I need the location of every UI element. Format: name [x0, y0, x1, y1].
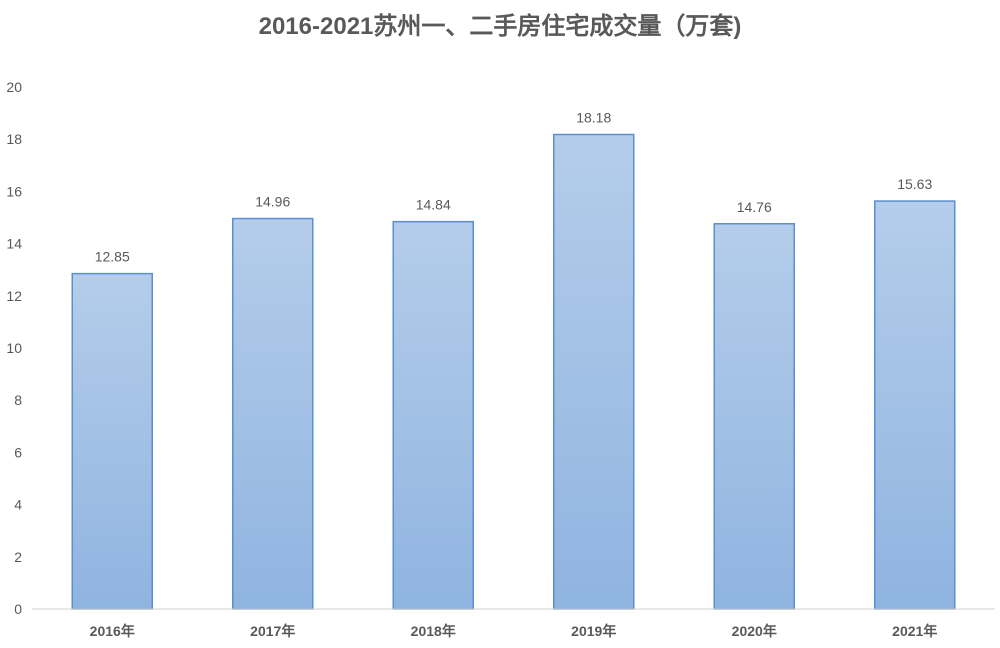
x-tick-label: 2020年	[732, 623, 777, 639]
bar-value-label: 14.76	[737, 199, 772, 215]
bar	[553, 133, 635, 610]
bar-value-labels: 12.85 14.96 14.84 18.18 14.76 15.63	[95, 110, 933, 265]
y-tick-label: 8	[14, 392, 22, 408]
bar-value-label: 12.85	[95, 249, 130, 265]
x-axis-labels: 2016年 2017年 2018年 2019年 2020年 2021年	[90, 623, 938, 639]
y-tick-label: 14	[6, 236, 22, 252]
x-tick-label: 2021年	[892, 623, 937, 639]
x-tick-label: 2019年	[571, 623, 616, 639]
y-tick-label: 18	[6, 131, 22, 147]
x-tick-label: 2017年	[250, 623, 295, 639]
y-tick-label: 6	[14, 444, 22, 460]
x-tick-label: 2018年	[411, 623, 456, 639]
y-tick-label: 0	[14, 601, 22, 617]
x-tick-label: 2016年	[90, 623, 135, 639]
y-tick-label: 2	[14, 549, 22, 565]
bar	[392, 220, 474, 610]
bar	[874, 200, 956, 610]
chart-title: 2016-2021苏州一、二手房住宅成交量（万套)	[258, 13, 742, 40]
y-tick-label: 16	[6, 183, 22, 199]
bar	[232, 217, 314, 610]
bar-value-label: 15.63	[897, 176, 932, 192]
bar	[71, 272, 153, 610]
y-axis-ticks: 0 2 4 6 8 10 12 14 16 18 20	[6, 79, 22, 617]
y-tick-label: 4	[14, 497, 22, 513]
y-tick-label: 20	[6, 79, 22, 95]
bar-value-label: 14.96	[255, 194, 290, 210]
y-tick-label: 12	[6, 288, 22, 304]
bar-value-label: 18.18	[576, 110, 611, 126]
y-tick-label: 10	[6, 340, 22, 356]
bar-value-label: 14.84	[416, 197, 451, 213]
bars	[71, 133, 956, 610]
bar	[713, 223, 795, 610]
